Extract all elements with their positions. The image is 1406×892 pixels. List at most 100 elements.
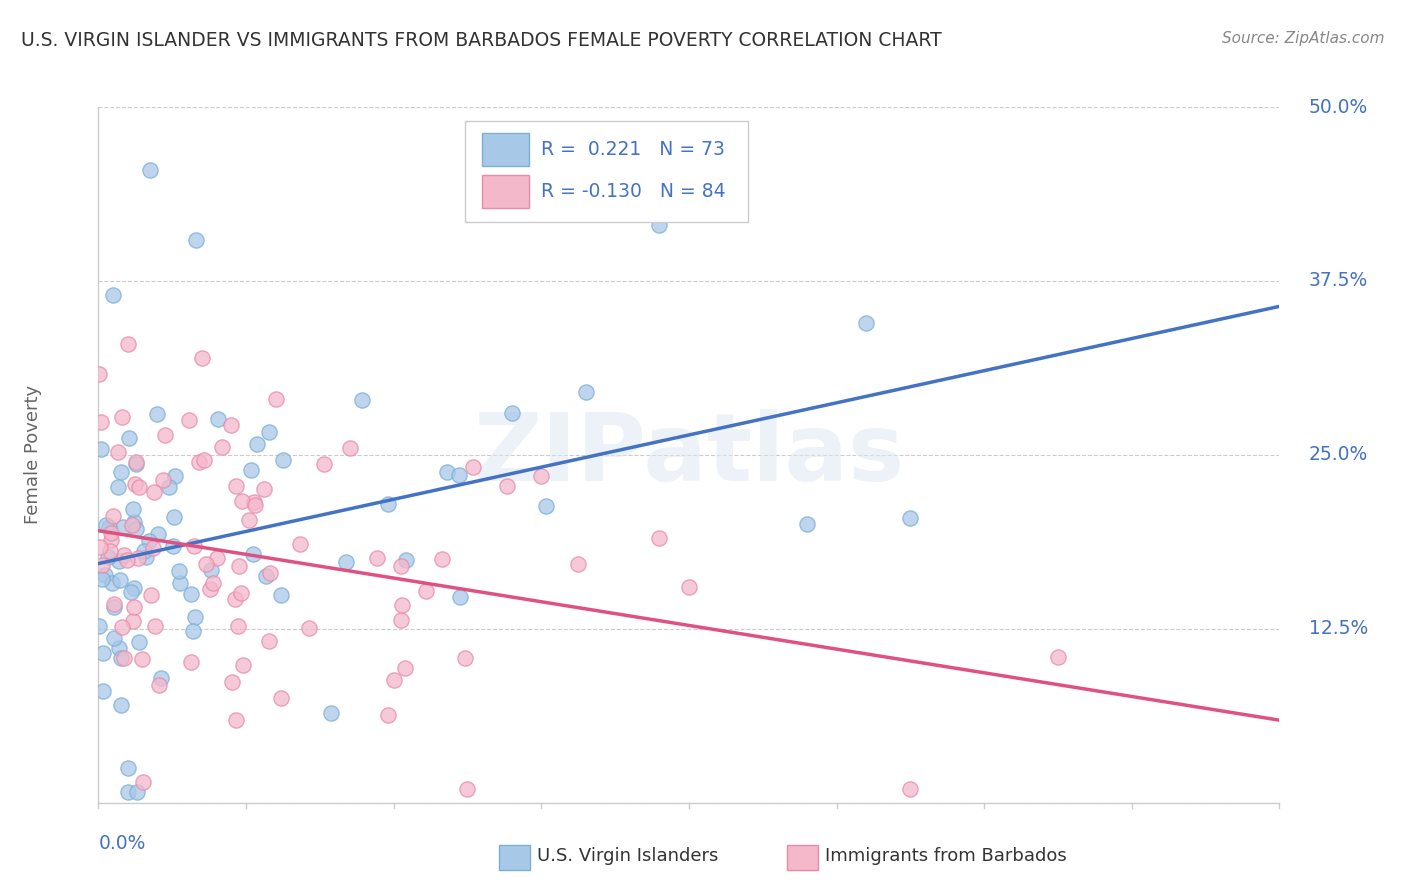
Point (163, 509, 186, 524)
Point (855, 316, 877, 330)
Point (101, 508, 124, 523)
Point (382, 673, 405, 688)
Point (350, 392, 373, 407)
Point (103, 288, 125, 302)
Point (200, 563, 222, 577)
Point (298, 621, 321, 635)
Text: U.S. VIRGIN ISLANDER VS IMMIGRANTS FROM BARBADOS FEMALE POVERTY CORRELATION CHAR: U.S. VIRGIN ISLANDER VS IMMIGRANTS FROM … (21, 31, 942, 50)
Point (124, 455, 146, 469)
Point (110, 650, 132, 665)
Point (94, 567, 117, 582)
Point (110, 465, 132, 479)
Point (900, 781, 922, 796)
Point (169, 564, 191, 578)
Point (177, 413, 200, 427)
Text: U.S. Virgin Islanders: U.S. Virgin Islanders (537, 847, 718, 865)
FancyBboxPatch shape (482, 175, 530, 208)
Point (110, 698, 132, 713)
Text: 50.0%: 50.0% (1309, 97, 1368, 117)
Point (211, 440, 233, 454)
Point (146, 408, 169, 422)
Point (394, 661, 416, 675)
Point (98, 544, 121, 558)
Point (270, 588, 292, 602)
Point (270, 691, 292, 706)
Point (450, 590, 472, 604)
Point (224, 591, 246, 606)
Point (100, 533, 122, 547)
Point (391, 598, 413, 612)
Point (162, 539, 184, 553)
Point (91, 572, 114, 586)
Point (314, 457, 336, 471)
Point (454, 650, 477, 665)
Point (139, 162, 162, 177)
Point (395, 553, 418, 567)
Point (221, 674, 243, 689)
Point (198, 582, 221, 597)
Point (288, 537, 311, 551)
Point (96, 517, 118, 532)
Point (124, 600, 146, 615)
Point (97, 549, 120, 564)
Point (121, 502, 143, 516)
Point (231, 493, 253, 508)
Point (87, 619, 110, 633)
Point (205, 551, 228, 566)
Point (117, 553, 139, 567)
Point (201, 576, 224, 591)
Point (121, 518, 143, 533)
Point (90, 415, 112, 429)
Point (264, 392, 287, 407)
Point (219, 418, 242, 433)
Point (128, 634, 150, 648)
Point (567, 557, 589, 571)
Point (108, 554, 131, 568)
Point (436, 465, 458, 479)
Point (183, 539, 205, 553)
Point (246, 437, 269, 451)
Point (449, 467, 471, 482)
Point (232, 657, 254, 672)
Point (132, 775, 155, 789)
Point (678, 580, 700, 594)
Point (193, 453, 215, 467)
Point (366, 550, 388, 565)
Point (389, 558, 412, 573)
Point (142, 484, 165, 499)
Point (91, 646, 114, 660)
Point (122, 582, 145, 596)
Point (389, 613, 412, 627)
Point (900, 510, 922, 524)
Point (530, 468, 553, 483)
Text: Source: ZipAtlas.com: Source: ZipAtlas.com (1222, 31, 1385, 46)
Point (186, 233, 208, 247)
Point (181, 624, 204, 638)
Point (648, 219, 671, 233)
Point (463, 459, 485, 474)
Point (496, 479, 519, 493)
FancyBboxPatch shape (482, 133, 530, 166)
Point (165, 468, 187, 483)
Point (257, 425, 280, 440)
Point (377, 497, 399, 511)
Point (111, 620, 134, 634)
FancyBboxPatch shape (464, 121, 748, 222)
Point (125, 522, 148, 536)
Point (243, 494, 266, 508)
Point (152, 473, 174, 487)
Point (153, 428, 176, 442)
Point (142, 541, 165, 555)
Point (125, 457, 148, 471)
Point (271, 453, 294, 467)
Point (229, 586, 252, 600)
Point (118, 431, 141, 445)
Point (180, 655, 202, 669)
Point (125, 785, 148, 799)
Point (108, 573, 131, 587)
Point (796, 517, 818, 532)
Point (112, 548, 135, 562)
Point (157, 480, 180, 494)
Point (103, 599, 125, 614)
Point (321, 706, 343, 720)
